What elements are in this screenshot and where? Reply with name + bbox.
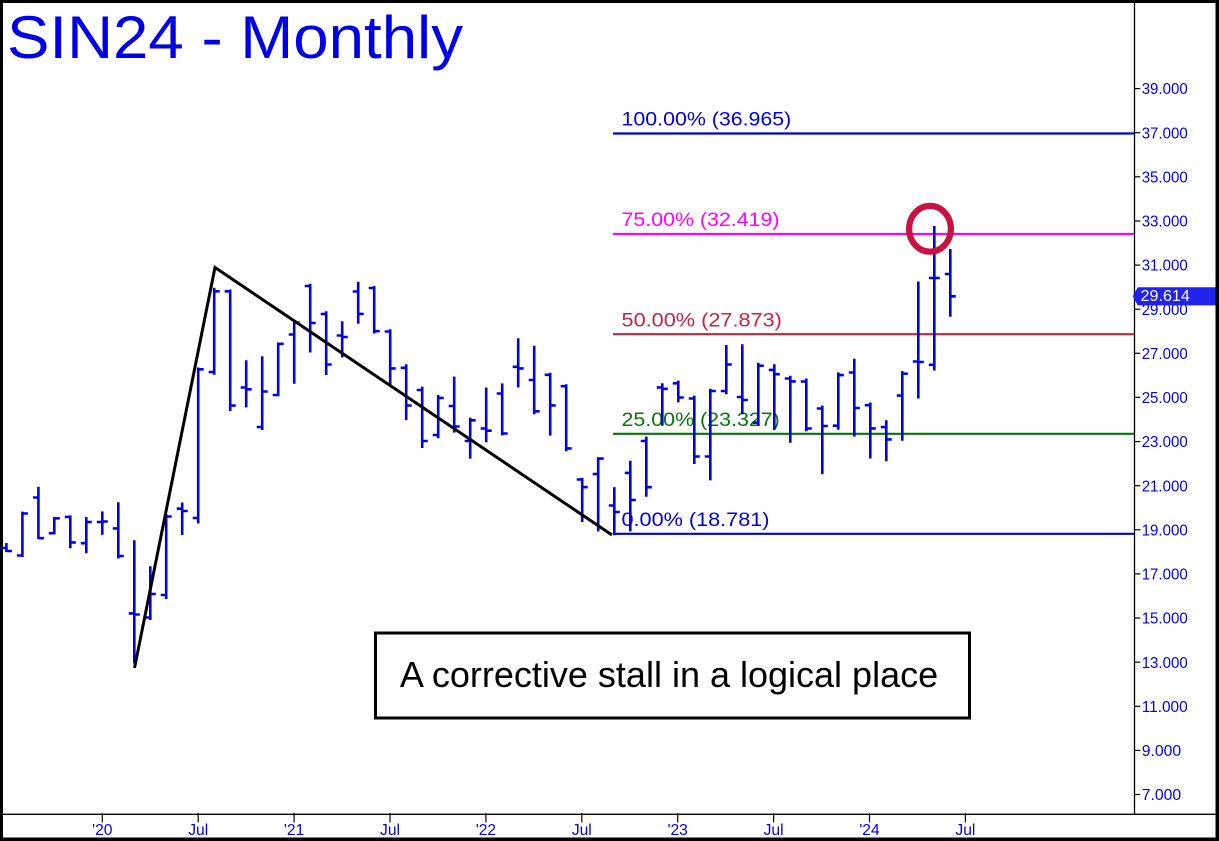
svg-text:31.000: 31.000 [1142, 258, 1188, 275]
svg-text:Jul: Jul [188, 822, 208, 839]
svg-text:100.00% (36.965): 100.00% (36.965) [622, 109, 792, 131]
svg-text:25.000: 25.000 [1142, 390, 1188, 407]
svg-text:75.00% (32.419): 75.00% (32.419) [622, 209, 780, 231]
svg-text:'21: '21 [284, 822, 304, 839]
svg-text:9.000: 9.000 [1142, 743, 1182, 760]
svg-text:39.000: 39.000 [1142, 81, 1188, 98]
svg-text:11.000: 11.000 [1142, 699, 1188, 716]
svg-text:Jul: Jul [572, 822, 592, 839]
svg-text:'24: '24 [859, 822, 880, 839]
svg-text:29.000: 29.000 [1142, 302, 1188, 319]
svg-text:'22: '22 [476, 822, 496, 839]
svg-text:33.000: 33.000 [1142, 214, 1188, 231]
svg-text:'20: '20 [92, 822, 113, 839]
svg-text:23.000: 23.000 [1142, 434, 1188, 451]
svg-text:0.00% (18.781): 0.00% (18.781) [622, 509, 770, 531]
svg-text:17.000: 17.000 [1142, 567, 1188, 584]
svg-text:35.000: 35.000 [1142, 169, 1188, 186]
svg-text:29.614: 29.614 [1141, 288, 1191, 305]
svg-text:13.000: 13.000 [1142, 655, 1188, 672]
svg-text:Jul: Jul [380, 822, 400, 839]
svg-text:Jul: Jul [764, 822, 784, 839]
svg-text:50.00% (27.873): 50.00% (27.873) [622, 309, 782, 331]
svg-text:SIN24 - Monthly: SIN24 - Monthly [7, 4, 463, 71]
svg-text:21.000: 21.000 [1142, 478, 1188, 495]
svg-text:A corrective stall in a logica: A corrective stall in a logical place [400, 654, 938, 695]
svg-text:7.000: 7.000 [1142, 787, 1182, 804]
svg-text:25.00% (23.327): 25.00% (23.327) [622, 409, 780, 431]
svg-text:Jul: Jul [955, 822, 975, 839]
svg-text:37.000: 37.000 [1142, 125, 1188, 142]
svg-text:27.000: 27.000 [1142, 346, 1188, 363]
svg-text:19.000: 19.000 [1142, 522, 1188, 539]
svg-text:15.000: 15.000 [1142, 611, 1188, 628]
svg-text:'23: '23 [668, 822, 688, 839]
